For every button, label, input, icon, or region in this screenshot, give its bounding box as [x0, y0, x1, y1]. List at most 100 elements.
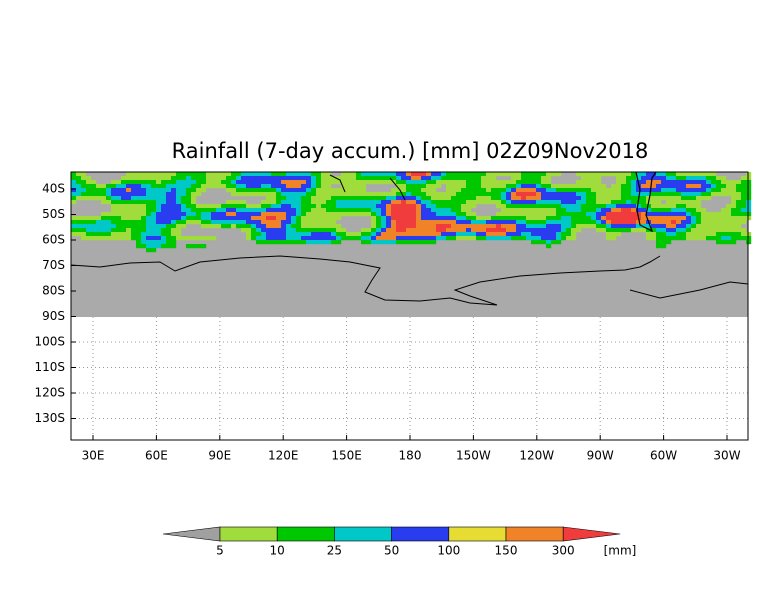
rain-cell [256, 232, 262, 237]
rain-cell [566, 216, 572, 221]
rain-cell [286, 180, 292, 185]
rain-cell [451, 200, 457, 205]
rain-cell [446, 224, 452, 229]
rain-cell [101, 236, 107, 241]
rain-cell [316, 212, 322, 217]
lon-label: 60W [650, 449, 677, 463]
rain-cell [171, 184, 177, 189]
rain-cell [116, 196, 122, 201]
rain-cell [721, 232, 727, 237]
rain-cell [496, 188, 502, 193]
rain-cell [311, 204, 317, 209]
map-title: Rainfall (7-day accum.) [mm] 02Z09Nov201… [172, 139, 649, 163]
rain-cell [586, 200, 592, 205]
rain-cell [126, 184, 132, 189]
rain-cell [526, 232, 532, 237]
rain-cell [586, 192, 592, 197]
rain-cell [291, 240, 297, 245]
rain-cell [501, 212, 507, 217]
rain-cell [341, 236, 347, 241]
rain-cell [316, 228, 322, 233]
rain-cell [286, 204, 292, 209]
rain-cell [226, 224, 232, 229]
rain-cell [336, 204, 342, 209]
rain-cell [126, 224, 132, 229]
rain-cell [386, 208, 392, 213]
rain-cell [281, 172, 287, 177]
rain-cell [431, 236, 437, 241]
rain-cell [226, 204, 232, 209]
rain-cell [551, 172, 557, 177]
rain-cell [536, 176, 542, 181]
rain-cell [216, 212, 222, 217]
rain-cell [156, 240, 162, 245]
rain-cell [661, 220, 667, 225]
rain-cell [421, 208, 427, 213]
rain-cell [341, 200, 347, 205]
rain-cell [306, 180, 312, 185]
rain-cell [346, 184, 352, 189]
rain-cell [531, 232, 537, 237]
rain-cell [516, 172, 522, 177]
rain-cell [311, 184, 317, 189]
rain-cell [516, 180, 522, 185]
rain-cell [431, 240, 437, 245]
rain-cell [326, 228, 332, 233]
rain-cell [346, 208, 352, 213]
rain-cell [291, 208, 297, 213]
rain-cell [696, 212, 702, 217]
rain-cell [541, 232, 547, 237]
rain-cell [436, 236, 442, 241]
rain-cell [736, 224, 742, 229]
rain-cell [121, 232, 127, 237]
rain-cell [431, 184, 437, 189]
rain-cell [306, 196, 312, 201]
rain-cell [606, 204, 612, 209]
rain-cell [381, 236, 387, 241]
rain-cell [341, 204, 347, 209]
rain-cell [356, 200, 362, 205]
rain-cell [156, 196, 162, 201]
rain-cell [126, 236, 132, 241]
rain-cell [311, 208, 317, 213]
rain-cell [471, 236, 477, 241]
rain-cell [141, 172, 147, 177]
rain-cell [701, 232, 707, 237]
rain-cell [641, 200, 647, 205]
rain-cell [746, 192, 752, 197]
rain-cell [391, 224, 397, 229]
rain-cell [161, 188, 167, 193]
rain-cell [586, 204, 592, 209]
rain-cell [331, 228, 337, 233]
colorbar-label: 300 [552, 544, 575, 558]
rain-cell [661, 232, 667, 237]
rain-cell [256, 220, 262, 225]
rain-cell [726, 240, 732, 245]
rain-cell [181, 204, 187, 209]
rain-cell [301, 196, 307, 201]
rain-cell [246, 212, 252, 217]
rain-cell [421, 224, 427, 229]
rain-cell [561, 220, 567, 225]
rain-cell [546, 216, 552, 221]
rain-cell [416, 236, 422, 241]
rain-cell [91, 196, 97, 201]
rain-cell [511, 172, 517, 177]
rain-cell [236, 172, 242, 177]
rain-cell [241, 204, 247, 209]
rain-cell [591, 204, 597, 209]
rain-cell [511, 192, 517, 197]
rain-cell [566, 204, 572, 209]
rain-cell [96, 192, 102, 197]
rain-cell [126, 196, 132, 201]
rain-cell [626, 212, 632, 217]
rain-cell [271, 232, 277, 237]
rain-cell [391, 240, 397, 245]
rain-cell [546, 236, 552, 241]
rain-cell [671, 208, 677, 213]
rain-cell [316, 172, 322, 177]
rain-cell [521, 188, 527, 193]
rain-cell [226, 184, 232, 189]
rain-cell [266, 192, 272, 197]
rain-cell [626, 188, 632, 193]
